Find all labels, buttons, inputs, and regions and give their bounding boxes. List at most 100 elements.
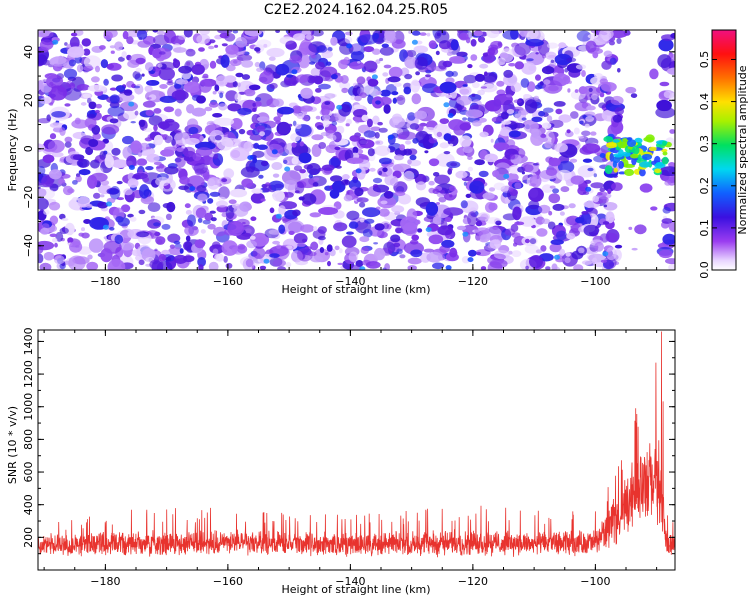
noise-blob <box>528 200 540 210</box>
noise-blob <box>299 141 304 147</box>
noise-blob <box>535 249 543 254</box>
noise-blob <box>564 257 571 264</box>
noise-blob <box>218 186 230 200</box>
noise-blob <box>273 116 282 122</box>
noise-blob <box>569 158 578 163</box>
noise-blob <box>174 128 182 134</box>
noise-blob <box>390 234 401 243</box>
noise-blob <box>243 141 253 152</box>
noise-blob <box>526 58 534 62</box>
noise-blob <box>136 158 148 166</box>
noise-blob <box>472 81 480 89</box>
noise-blob <box>49 102 54 106</box>
noise-blob-bright <box>599 153 606 158</box>
noise-blob <box>451 71 458 77</box>
noise-blob <box>58 178 66 185</box>
noise-blob <box>607 188 612 194</box>
noise-blob <box>461 256 470 264</box>
noise-blob <box>538 110 546 117</box>
noise-blob <box>553 101 566 107</box>
noise-blob <box>512 206 522 221</box>
noise-blob <box>310 241 319 251</box>
noise-blob <box>459 135 472 148</box>
noise-blob <box>417 228 423 233</box>
noise-blob <box>414 56 428 70</box>
noise-blob <box>78 169 91 176</box>
noise-blob <box>578 247 585 254</box>
noise-blob <box>67 46 85 58</box>
noise-blob <box>428 234 444 245</box>
noise-blob <box>252 107 257 113</box>
noise-blob <box>605 211 615 224</box>
noise-blob-bright <box>467 257 474 263</box>
noise-blob <box>315 115 321 120</box>
noise-blob <box>594 241 604 252</box>
noise-blob-bright <box>445 265 452 270</box>
noise-blob <box>382 72 389 77</box>
noise-blob <box>178 35 186 40</box>
noise-blob <box>523 94 531 99</box>
noise-blob <box>601 82 617 92</box>
noise-blob <box>496 80 505 87</box>
noise-blob <box>324 93 336 99</box>
colorbar-tick-label: 0.1 <box>698 219 711 237</box>
noise-blob <box>143 127 153 133</box>
noise-blob <box>202 73 209 79</box>
noise-blob <box>208 45 215 50</box>
noise-blob <box>229 147 250 162</box>
noise-blob <box>545 167 558 176</box>
noise-blob <box>153 124 158 132</box>
noise-blob <box>272 259 286 267</box>
noise-blob <box>48 85 68 101</box>
noise-blob <box>228 199 237 204</box>
noise-blob <box>116 197 124 201</box>
noise-blob <box>490 138 494 143</box>
signal-blob <box>603 136 614 143</box>
noise-blob <box>497 57 506 66</box>
noise-blob <box>185 48 196 57</box>
noise-blob <box>85 146 94 156</box>
noise-blob <box>554 53 572 66</box>
noise-blob <box>80 102 87 106</box>
noise-blob-bright <box>425 227 432 233</box>
noise-blob <box>362 207 381 218</box>
noise-blob <box>299 169 306 174</box>
noise-blob <box>568 80 572 84</box>
noise-blob <box>139 184 150 199</box>
noise-blob <box>51 111 66 118</box>
noise-blob <box>583 224 600 237</box>
noise-blob <box>72 180 78 185</box>
noise-blob <box>229 58 242 67</box>
noise-blob <box>372 115 380 125</box>
noise-blob <box>277 106 295 115</box>
noise-blob <box>435 50 440 56</box>
noise-blob <box>318 235 326 241</box>
noise-blob <box>136 231 150 238</box>
noise-blob <box>581 70 586 77</box>
noise-blob <box>179 248 184 254</box>
noise-blob-bright <box>585 186 592 192</box>
noise-blob <box>439 142 449 149</box>
noise-blob <box>488 187 496 192</box>
noise-blob <box>591 257 598 265</box>
noise-blob <box>152 48 162 59</box>
noise-blob <box>397 193 412 205</box>
noise-blob <box>403 86 412 95</box>
noise-blob <box>384 263 390 270</box>
noise-blob <box>377 121 383 126</box>
noise-blob <box>486 30 500 39</box>
noise-blob <box>489 239 502 250</box>
signal-blob <box>618 160 624 169</box>
noise-blob <box>82 93 91 99</box>
noise-blob <box>285 40 297 50</box>
y-tick-label: 200 <box>22 527 35 548</box>
noise-blob <box>242 257 255 270</box>
spectrogram-x-axis-label: Height of straight line (km) <box>281 283 430 296</box>
noise-blob <box>165 213 172 220</box>
noise-blob <box>348 179 362 190</box>
noise-blob <box>411 30 421 36</box>
noise-blob <box>480 234 487 242</box>
colorbar-tick-label: 0.3 <box>698 135 711 153</box>
noise-blob <box>207 177 220 190</box>
noise-blob <box>313 177 320 181</box>
